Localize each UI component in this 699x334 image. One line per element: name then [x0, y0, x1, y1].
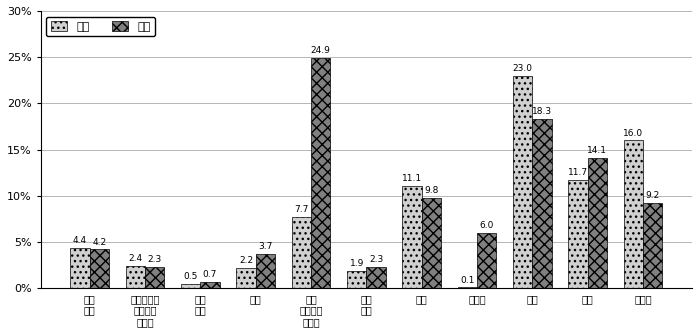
Bar [643, 203, 663, 288]
Bar [291, 217, 311, 288]
Text: 11.1: 11.1 [402, 174, 422, 183]
Text: 0.1: 0.1 [460, 276, 475, 285]
Text: 6.0: 6.0 [480, 221, 494, 230]
Bar [477, 233, 496, 288]
Text: 24.9: 24.9 [311, 46, 331, 55]
Bar [533, 119, 552, 288]
Text: 2.2: 2.2 [239, 256, 253, 265]
Text: 18.3: 18.3 [532, 107, 552, 116]
Bar [126, 266, 145, 288]
Bar [236, 268, 256, 288]
Text: 9.2: 9.2 [646, 191, 660, 200]
Text: 0.7: 0.7 [203, 270, 217, 279]
Text: 0.5: 0.5 [184, 272, 198, 281]
Bar [366, 267, 386, 288]
Bar [89, 249, 109, 288]
Bar [624, 140, 643, 288]
Text: 4.4: 4.4 [73, 236, 87, 245]
Bar [256, 254, 275, 288]
Bar [311, 58, 331, 288]
Text: 23.0: 23.0 [513, 64, 533, 73]
Text: 11.7: 11.7 [568, 168, 588, 177]
Bar [568, 180, 588, 288]
Bar [403, 186, 421, 288]
Bar [347, 271, 366, 288]
Text: 1.9: 1.9 [350, 259, 364, 268]
Text: 2.3: 2.3 [147, 255, 162, 264]
Text: 3.7: 3.7 [258, 242, 273, 251]
Text: 2.3: 2.3 [369, 255, 383, 264]
Text: 9.8: 9.8 [424, 186, 438, 195]
Text: 4.2: 4.2 [92, 238, 106, 247]
Bar [513, 76, 533, 288]
Bar [421, 198, 441, 288]
Text: 14.1: 14.1 [587, 146, 607, 155]
Text: 2.4: 2.4 [129, 254, 143, 263]
Bar [71, 247, 89, 288]
Bar [145, 267, 164, 288]
Legend: 男児, 女児: 男児, 女児 [46, 16, 155, 36]
Text: 7.7: 7.7 [294, 205, 308, 214]
Bar [458, 287, 477, 288]
Bar [588, 158, 607, 288]
Bar [181, 284, 201, 288]
Bar [201, 282, 219, 288]
Text: 16.0: 16.0 [624, 129, 644, 138]
